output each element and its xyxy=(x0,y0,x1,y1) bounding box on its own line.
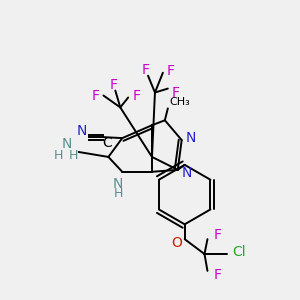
Text: F: F xyxy=(172,85,180,100)
Text: F: F xyxy=(213,268,221,282)
Text: F: F xyxy=(132,88,140,103)
Text: F: F xyxy=(167,64,175,78)
Text: N: N xyxy=(182,166,192,180)
Text: C: C xyxy=(103,136,112,150)
Text: CH₃: CH₃ xyxy=(169,98,190,107)
Text: H: H xyxy=(54,149,64,162)
Text: O: O xyxy=(171,236,182,250)
Text: H: H xyxy=(114,187,123,200)
Text: F: F xyxy=(109,78,117,92)
Text: N: N xyxy=(185,131,196,145)
Text: F: F xyxy=(142,63,150,77)
Text: N: N xyxy=(61,137,72,151)
Text: H: H xyxy=(69,149,78,162)
Text: F: F xyxy=(92,88,100,103)
Text: Cl: Cl xyxy=(232,245,246,259)
Text: F: F xyxy=(213,228,221,242)
Text: N: N xyxy=(113,177,124,191)
Text: N: N xyxy=(76,124,87,138)
